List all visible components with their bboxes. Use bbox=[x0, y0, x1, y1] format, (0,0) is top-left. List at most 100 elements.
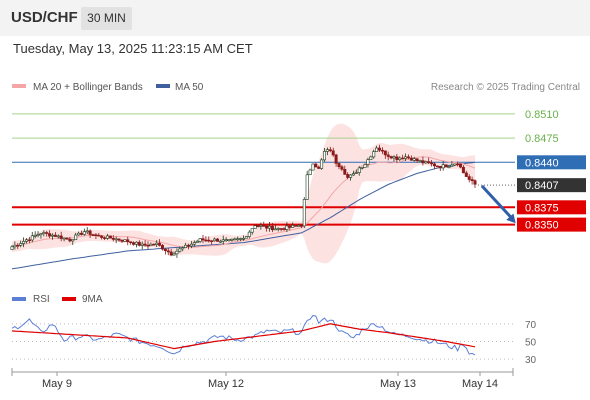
level-label-0.8475: 0.8475 bbox=[525, 133, 559, 145]
candle-body bbox=[305, 174, 309, 200]
candle-body bbox=[435, 165, 439, 168]
candle-body bbox=[412, 158, 416, 161]
candle-body bbox=[242, 238, 246, 240]
candle-body bbox=[259, 225, 263, 227]
candle-body bbox=[71, 239, 75, 242]
x-tick-label: May 13 bbox=[380, 378, 416, 390]
candle-body bbox=[149, 243, 153, 246]
candle-body bbox=[134, 241, 138, 245]
candle-body bbox=[363, 164, 367, 168]
candle-body bbox=[221, 239, 225, 242]
candle-body bbox=[444, 164, 448, 168]
rsi-ma-legend-label: 9MA bbox=[82, 294, 103, 305]
candle-body bbox=[430, 162, 434, 165]
x-tick-label: May 9 bbox=[42, 378, 72, 390]
candle-body bbox=[45, 232, 49, 234]
level-label-0.8350: 0.8350 bbox=[525, 220, 559, 232]
candle-body bbox=[236, 238, 240, 240]
ma20-legend-swatch bbox=[12, 84, 26, 88]
price-panel: 0.8510 0.8475 0.8440 0.8407 0.8375 0.8350 bbox=[10, 109, 586, 270]
candle-body bbox=[169, 251, 173, 256]
candle-body bbox=[74, 234, 78, 240]
candle-body bbox=[403, 156, 407, 159]
candle-body bbox=[88, 230, 92, 235]
candle-body bbox=[108, 235, 112, 239]
candle-body bbox=[415, 158, 419, 161]
candle-body bbox=[276, 228, 280, 230]
candle-body bbox=[68, 238, 72, 242]
candle-body bbox=[123, 239, 127, 242]
candle-body bbox=[311, 163, 315, 171]
candle-body bbox=[140, 243, 144, 246]
candle-body bbox=[256, 225, 260, 227]
candle-body bbox=[77, 232, 81, 236]
candle-body bbox=[227, 239, 231, 241]
level-tag-0.8440 bbox=[517, 155, 586, 170]
candle-body bbox=[340, 166, 344, 170]
projection-arrow bbox=[480, 184, 514, 221]
candle-body bbox=[458, 163, 462, 168]
rsi-tick-label: 50 bbox=[525, 338, 537, 349]
candle-body bbox=[464, 172, 468, 177]
candle-body bbox=[401, 157, 405, 160]
candle-body bbox=[322, 151, 326, 161]
candle-body bbox=[398, 157, 402, 160]
candle-body bbox=[334, 154, 338, 164]
candle-body bbox=[56, 235, 60, 238]
candle-body bbox=[467, 176, 471, 180]
candle-body bbox=[328, 149, 332, 152]
candle-body bbox=[346, 174, 350, 178]
candle-body bbox=[343, 169, 347, 175]
candle-body bbox=[432, 163, 436, 167]
candle-body bbox=[470, 179, 474, 182]
level-tag-0.8375 bbox=[517, 200, 586, 215]
candle-body bbox=[53, 234, 57, 237]
candle-body bbox=[195, 241, 199, 243]
candle-body bbox=[392, 156, 396, 159]
rsi-legend: RSI 9MA bbox=[12, 294, 103, 305]
candle-body bbox=[146, 244, 150, 247]
candle-body bbox=[270, 225, 274, 231]
candle-body bbox=[302, 199, 306, 227]
candle-body bbox=[247, 231, 251, 237]
candle-body bbox=[126, 239, 130, 242]
candle-body bbox=[377, 147, 381, 151]
candle-body bbox=[372, 151, 376, 158]
candle-body bbox=[279, 228, 283, 230]
level-label-0.8375: 0.8375 bbox=[525, 202, 559, 214]
candle-body bbox=[97, 234, 101, 237]
candle-body bbox=[189, 243, 193, 247]
candle-body bbox=[213, 238, 217, 242]
candle-body bbox=[103, 237, 107, 239]
candle-body bbox=[360, 167, 364, 169]
candle-body bbox=[161, 245, 165, 250]
candle-body bbox=[450, 164, 454, 167]
candle-body bbox=[24, 239, 28, 242]
candle-body bbox=[111, 237, 115, 240]
rsi-legend-label: RSI bbox=[33, 294, 50, 305]
candle-body bbox=[129, 241, 133, 243]
candle-body bbox=[16, 244, 20, 247]
timeframe-button[interactable]: 30 MIN bbox=[81, 7, 132, 30]
candle-body bbox=[22, 241, 26, 244]
candle-body bbox=[453, 163, 457, 166]
candle-body bbox=[10, 246, 14, 250]
candle-body bbox=[106, 235, 110, 239]
candle-body bbox=[50, 234, 54, 237]
level-label-0.8407: 0.8407 bbox=[525, 180, 559, 192]
candle-body bbox=[296, 225, 300, 227]
symbol-title: USD/CHF bbox=[11, 9, 78, 26]
candle-body bbox=[94, 234, 98, 236]
candle-body bbox=[320, 159, 324, 169]
candle-body bbox=[152, 243, 156, 246]
candle-body bbox=[13, 244, 17, 248]
candle-body bbox=[120, 239, 124, 242]
candle-body bbox=[250, 228, 254, 233]
candle-body bbox=[143, 243, 147, 246]
candle-body bbox=[409, 157, 413, 161]
candle-body bbox=[155, 242, 159, 245]
candle-body bbox=[181, 247, 185, 250]
candle-body bbox=[386, 154, 390, 157]
candle-body bbox=[354, 172, 358, 174]
x-tick-label: May 14 bbox=[462, 378, 498, 390]
